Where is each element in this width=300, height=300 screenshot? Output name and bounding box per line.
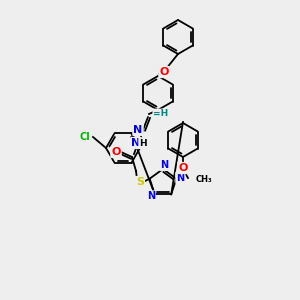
Text: =H: =H	[153, 110, 169, 118]
Text: O: O	[111, 147, 121, 157]
Text: S: S	[136, 177, 144, 187]
Text: Cl: Cl	[80, 132, 90, 142]
Text: N: N	[176, 173, 184, 183]
Text: N: N	[134, 125, 142, 135]
Text: O: O	[159, 67, 169, 77]
Text: N: N	[160, 160, 168, 170]
Text: H: H	[139, 139, 147, 148]
Text: N: N	[131, 138, 141, 148]
Text: O: O	[178, 163, 188, 173]
Text: CH₃: CH₃	[196, 176, 213, 184]
Text: N: N	[147, 191, 155, 201]
